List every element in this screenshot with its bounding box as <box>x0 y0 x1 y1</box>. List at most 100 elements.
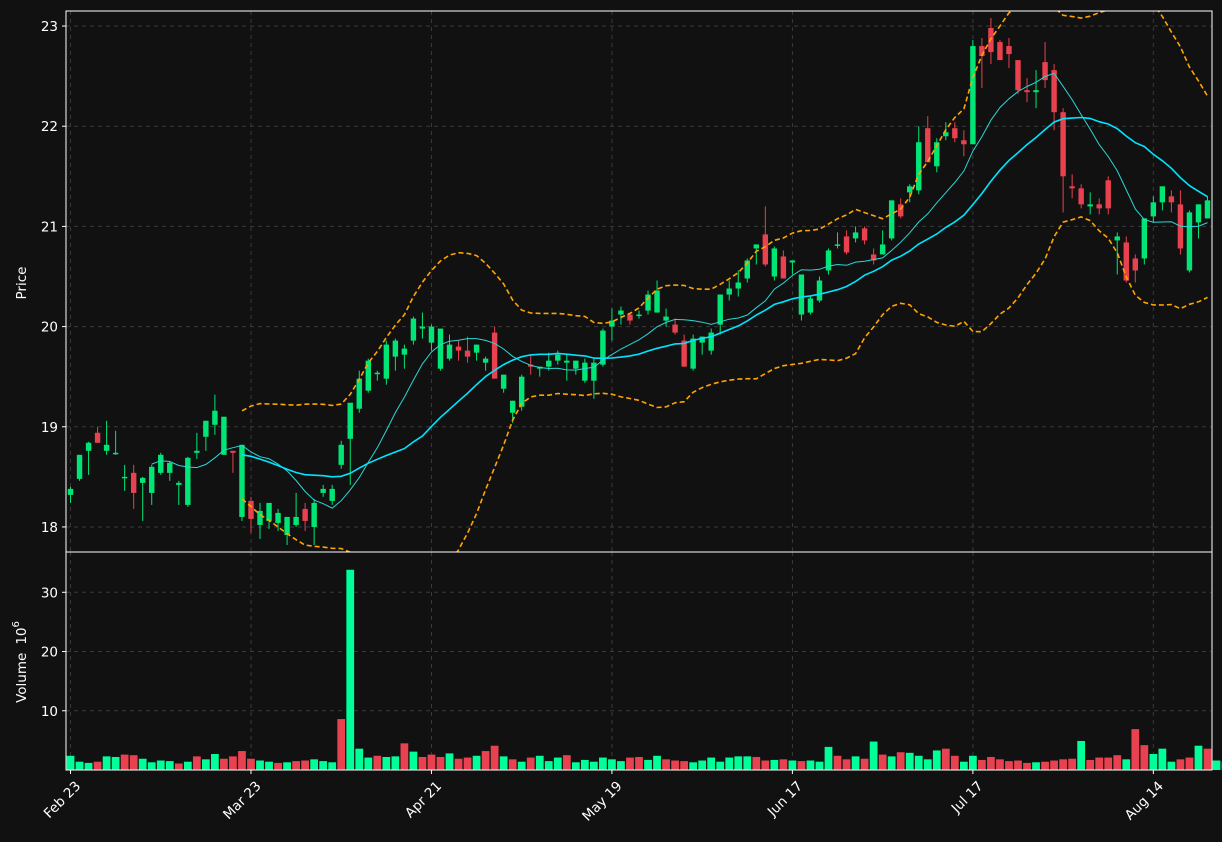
candle-body <box>446 344 453 359</box>
volume-bar <box>301 760 310 770</box>
volume-bar <box>599 757 607 770</box>
candle-body <box>464 350 471 357</box>
candle-body <box>861 228 868 241</box>
candle-body <box>455 346 462 351</box>
volume-bar <box>914 755 923 770</box>
volume-bar <box>698 760 707 770</box>
candle-body <box>825 250 832 271</box>
candle-body <box>85 442 92 451</box>
candle-body <box>717 294 723 325</box>
candle-body <box>1186 212 1193 271</box>
candle-body <box>888 200 895 239</box>
volume-tick-label: 10 <box>41 704 58 720</box>
volume-bar <box>120 754 129 770</box>
volume-bar <box>129 755 138 770</box>
volume-bar <box>626 757 634 770</box>
volume-bar <box>1113 755 1122 770</box>
volume-bar <box>752 756 761 770</box>
candle-body <box>482 358 489 363</box>
candle-body <box>302 508 308 521</box>
volume-bar <box>481 751 490 770</box>
price-tick-label: 22 <box>41 119 58 135</box>
volume-bar <box>346 569 355 770</box>
volume-bar <box>1077 740 1086 770</box>
candle-body <box>491 332 498 379</box>
volume-bar <box>689 762 698 770</box>
volume-bar <box>1023 762 1031 770</box>
candle-body <box>76 454 83 479</box>
price-tick-label: 19 <box>41 420 58 436</box>
candle-body <box>681 340 687 367</box>
volume-bar <box>499 756 508 770</box>
volume-bar <box>517 761 526 770</box>
candle-body <box>1042 62 1048 81</box>
volume-bar <box>472 755 481 770</box>
volume-bar <box>743 756 752 770</box>
volume-grid <box>66 552 1212 770</box>
candle-body <box>248 500 254 519</box>
volume-bar <box>635 756 643 770</box>
volume-bar <box>797 761 806 770</box>
candle-body <box>916 142 922 191</box>
candle-body <box>952 128 958 139</box>
candle-body <box>239 444 245 517</box>
volume-bar <box>247 758 255 770</box>
candle-body <box>1141 218 1148 259</box>
volume-bar <box>1140 745 1149 770</box>
volume-axis-exponent-base: 10 <box>14 627 30 644</box>
candle-body <box>708 332 714 351</box>
candle-body <box>311 502 317 527</box>
volume-bar <box>1167 761 1176 770</box>
price-tick-label: 23 <box>41 19 58 35</box>
candle-body <box>130 472 137 493</box>
candle-body <box>518 376 525 407</box>
candle-body <box>961 140 967 145</box>
volume-bar <box>1059 759 1067 770</box>
candle-body <box>329 488 335 501</box>
candle-body <box>392 340 399 357</box>
volume-bar <box>1185 757 1194 770</box>
candle-body <box>293 516 299 525</box>
candle-body <box>1114 236 1120 241</box>
volume-bar <box>1194 745 1203 770</box>
candle-body <box>266 502 272 521</box>
candle-body <box>221 416 227 455</box>
candle-body <box>780 256 787 279</box>
volume-bar <box>156 760 165 770</box>
candle-body <box>907 186 913 193</box>
candle-body <box>726 288 732 295</box>
volume-bar <box>1095 757 1104 770</box>
volume-bar <box>1131 729 1140 770</box>
candle-body <box>203 420 209 437</box>
price-tick-label: 21 <box>41 219 58 235</box>
volume-bar <box>292 761 300 770</box>
candle-body <box>753 244 760 249</box>
candle-body <box>654 290 660 313</box>
volume-bar <box>526 757 535 770</box>
price-tick-label: 20 <box>41 320 58 336</box>
volume-bar <box>662 759 670 770</box>
volume-bar <box>174 763 183 770</box>
candle-body <box>356 378 362 409</box>
volume-bar <box>256 760 264 770</box>
candle-body <box>185 457 191 505</box>
volume-bar <box>923 759 932 770</box>
candle-body <box>473 344 480 353</box>
volume-bar <box>445 753 454 770</box>
volume-bar <box>409 751 418 770</box>
volume-bar <box>851 756 860 770</box>
candle-body <box>121 476 128 479</box>
candle-body <box>1168 196 1175 203</box>
volume-bar <box>183 761 192 770</box>
volume-bar <box>229 756 237 770</box>
candle-body <box>284 516 290 535</box>
price-tick-label: 18 <box>41 520 58 536</box>
volume-bar <box>508 759 517 770</box>
volume-bar <box>1086 759 1095 770</box>
candle-body <box>789 260 796 263</box>
volume-bar <box>833 755 842 770</box>
candle-body <box>591 362 597 381</box>
candle-body <box>925 128 931 163</box>
volume-bar <box>319 761 328 770</box>
